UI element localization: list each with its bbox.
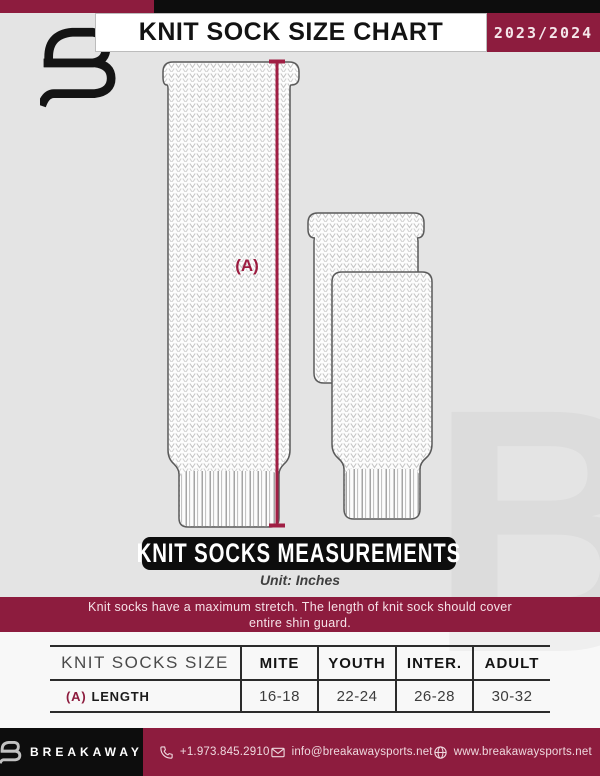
measurements-banner-label: KNIT SOCKS MEASUREMENTS bbox=[136, 537, 462, 569]
measurements-banner: KNIT SOCKS MEASUREMENTS bbox=[137, 537, 460, 570]
col-header-knit-socks-size: KNIT SOCKS SIZE bbox=[50, 647, 240, 681]
sock-small bbox=[331, 271, 433, 520]
email-icon bbox=[270, 747, 285, 757]
row-label-length: (A) LENGTH bbox=[50, 681, 240, 711]
sock-large bbox=[162, 61, 300, 528]
season-badge-label: 2023/2024 bbox=[493, 23, 594, 42]
top-strip-black bbox=[154, 0, 600, 13]
col-header-youth: YOUTH bbox=[317, 647, 395, 681]
footer-email: info@breakawaysports.net bbox=[270, 745, 433, 760]
row-dim-a: (A) bbox=[66, 688, 87, 704]
col-header-adult: ADULT bbox=[472, 647, 550, 681]
row-label-text: LENGTH bbox=[91, 688, 150, 704]
breakaway-b-logo-small-icon bbox=[0, 741, 22, 764]
dimension-a-label: (A) bbox=[235, 256, 259, 275]
footer: BREAKAWAY +1.973.845.2910 info@breakaway… bbox=[0, 728, 600, 776]
stretch-notice: Knit socks have a maximum stretch. The l… bbox=[0, 597, 600, 632]
stretch-notice-line2: entire shin guard. bbox=[249, 615, 351, 630]
col-header-mite: MITE bbox=[240, 647, 317, 681]
footer-phone: +1.973.845.2910 bbox=[159, 745, 270, 760]
unit-note: Unit: Inches bbox=[259, 572, 341, 588]
value-adult: 30-32 bbox=[472, 681, 550, 711]
title-band: KNIT SOCK SIZE CHART bbox=[95, 13, 487, 52]
phone-icon bbox=[160, 745, 173, 759]
footer-email-text: info@breakawaysports.net bbox=[291, 746, 433, 758]
value-inter: 26-28 bbox=[395, 681, 472, 711]
page-title: KNIT SOCK SIZE CHART bbox=[138, 18, 444, 46]
watermark-b-icon: B bbox=[430, 342, 600, 597]
footer-website: www.breakawaysports.net bbox=[433, 745, 592, 760]
footer-contacts: +1.973.845.2910 info@breakawaysports.net… bbox=[142, 728, 600, 776]
footer-website-text: www.breakawaysports.net bbox=[453, 746, 592, 758]
top-strip-maroon bbox=[0, 0, 154, 13]
season-badge: 2023/2024 bbox=[487, 13, 600, 52]
measurement-line-a bbox=[269, 59, 285, 528]
footer-brand-name: BREAKAWAY bbox=[30, 745, 143, 759]
stretch-notice-line1: Knit socks have a maximum stretch. The l… bbox=[87, 599, 513, 614]
footer-phone-text: +1.973.845.2910 bbox=[179, 746, 270, 758]
footer-brand: BREAKAWAY bbox=[0, 728, 143, 776]
col-header-inter: INTER. bbox=[395, 647, 472, 681]
globe-icon bbox=[434, 745, 447, 759]
value-youth: 22-24 bbox=[317, 681, 395, 711]
size-table: KNIT SOCKS SIZE MITE YOUTH INTER. ADULT … bbox=[50, 645, 550, 713]
size-table-section: B KNIT SOCKS SIZE MITE YOUTH INTER. ADUL… bbox=[0, 632, 600, 728]
value-mite: 16-18 bbox=[240, 681, 317, 711]
sock-diagram: B (A) bbox=[162, 59, 600, 597]
